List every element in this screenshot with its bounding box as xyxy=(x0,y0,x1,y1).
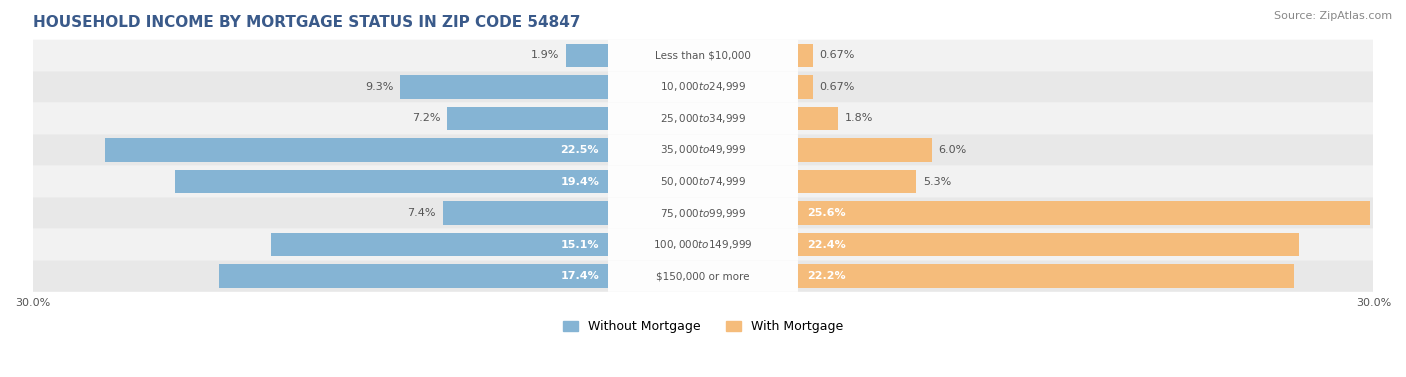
Text: Source: ZipAtlas.com: Source: ZipAtlas.com xyxy=(1274,11,1392,21)
FancyBboxPatch shape xyxy=(607,40,799,71)
Bar xyxy=(401,75,607,99)
FancyBboxPatch shape xyxy=(607,197,799,229)
Bar xyxy=(565,44,607,67)
Text: $35,000 to $49,999: $35,000 to $49,999 xyxy=(659,144,747,156)
Text: 22.2%: 22.2% xyxy=(807,271,845,281)
Text: 22.5%: 22.5% xyxy=(561,145,599,155)
Text: 7.4%: 7.4% xyxy=(408,208,436,218)
Text: 7.2%: 7.2% xyxy=(412,113,440,124)
Bar xyxy=(799,44,813,67)
Text: 1.8%: 1.8% xyxy=(845,113,873,124)
Bar xyxy=(447,107,607,130)
FancyBboxPatch shape xyxy=(32,134,1374,166)
Bar xyxy=(799,138,932,162)
Text: 6.0%: 6.0% xyxy=(939,145,967,155)
Text: Less than $10,000: Less than $10,000 xyxy=(655,51,751,60)
FancyBboxPatch shape xyxy=(32,166,1374,197)
Text: $10,000 to $24,999: $10,000 to $24,999 xyxy=(659,80,747,93)
Text: $100,000 to $149,999: $100,000 to $149,999 xyxy=(654,238,752,251)
FancyBboxPatch shape xyxy=(32,103,1374,134)
Text: 0.67%: 0.67% xyxy=(820,51,855,60)
Bar xyxy=(219,264,607,288)
Text: 5.3%: 5.3% xyxy=(924,176,952,187)
FancyBboxPatch shape xyxy=(607,71,799,103)
Bar xyxy=(799,75,813,99)
Bar xyxy=(799,201,1369,225)
Text: $25,000 to $34,999: $25,000 to $34,999 xyxy=(659,112,747,125)
Bar xyxy=(799,264,1294,288)
Bar xyxy=(443,201,607,225)
Text: HOUSEHOLD INCOME BY MORTGAGE STATUS IN ZIP CODE 54847: HOUSEHOLD INCOME BY MORTGAGE STATUS IN Z… xyxy=(32,15,581,30)
FancyBboxPatch shape xyxy=(32,71,1374,103)
FancyBboxPatch shape xyxy=(607,166,799,197)
Text: 17.4%: 17.4% xyxy=(561,271,599,281)
FancyBboxPatch shape xyxy=(607,229,799,260)
Text: $50,000 to $74,999: $50,000 to $74,999 xyxy=(659,175,747,188)
Legend: Without Mortgage, With Mortgage: Without Mortgage, With Mortgage xyxy=(562,320,844,333)
Bar xyxy=(105,138,607,162)
Bar xyxy=(799,233,1299,256)
FancyBboxPatch shape xyxy=(32,229,1374,260)
Text: $75,000 to $99,999: $75,000 to $99,999 xyxy=(659,207,747,219)
Text: 0.67%: 0.67% xyxy=(820,82,855,92)
Text: 15.1%: 15.1% xyxy=(561,239,599,250)
FancyBboxPatch shape xyxy=(607,134,799,166)
FancyBboxPatch shape xyxy=(32,40,1374,71)
Text: 19.4%: 19.4% xyxy=(560,176,599,187)
FancyBboxPatch shape xyxy=(607,103,799,134)
Bar xyxy=(174,170,607,193)
Bar xyxy=(799,107,838,130)
Text: 25.6%: 25.6% xyxy=(807,208,845,218)
Bar xyxy=(270,233,607,256)
Text: $150,000 or more: $150,000 or more xyxy=(657,271,749,281)
Text: 1.9%: 1.9% xyxy=(530,51,558,60)
FancyBboxPatch shape xyxy=(32,197,1374,229)
Text: 9.3%: 9.3% xyxy=(366,82,394,92)
Bar xyxy=(799,170,917,193)
FancyBboxPatch shape xyxy=(32,260,1374,292)
FancyBboxPatch shape xyxy=(607,260,799,292)
Text: 22.4%: 22.4% xyxy=(807,239,845,250)
